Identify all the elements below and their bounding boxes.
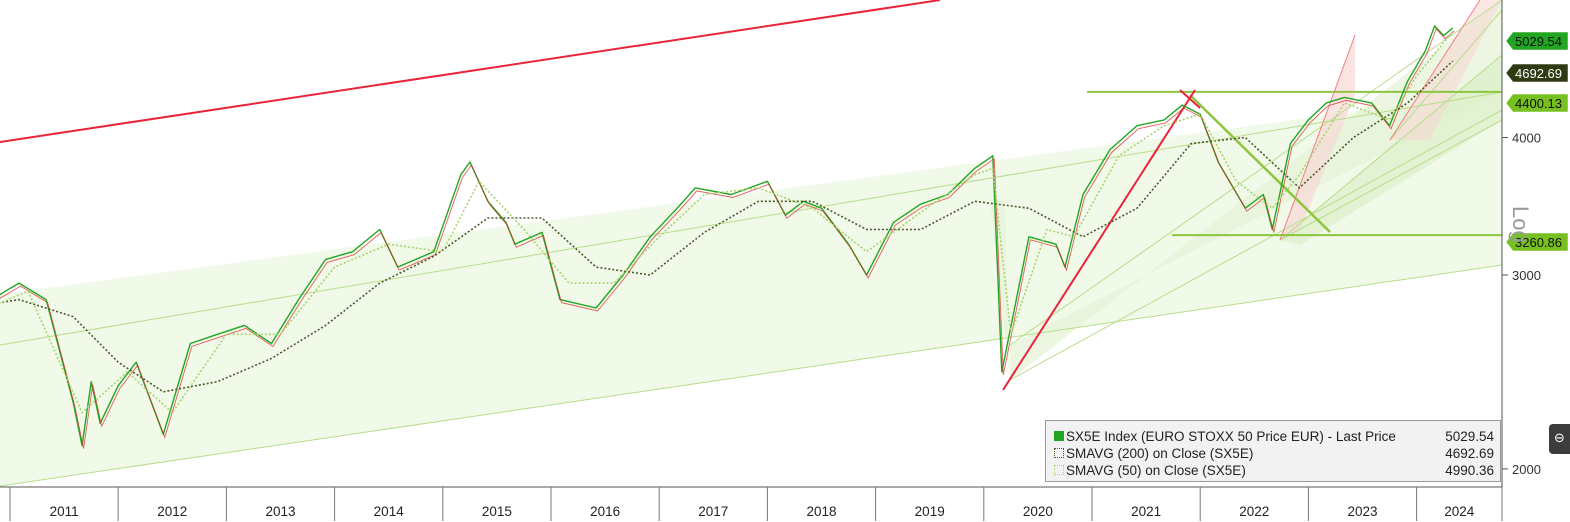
red-fan-2023 xyxy=(1390,0,1502,140)
channel-line-1 xyxy=(0,264,1503,487)
legend-row-price[interactable]: SX5E Index (EURO STOXX 50 Price EUR) - L… xyxy=(1052,428,1494,445)
legend-value-price: 5029.54 xyxy=(1445,429,1494,444)
price-tag-bg-1 xyxy=(1505,63,1569,83)
trend-channel-band-upper xyxy=(1010,0,1502,380)
x-tick-label-10: 2021 xyxy=(1131,504,1161,519)
x-tick-label-6: 2017 xyxy=(698,504,728,519)
price-tag-3: 3260.86 xyxy=(1505,232,1569,252)
price-tag-1: 4692.69 xyxy=(1505,63,1569,83)
channel-line-6 xyxy=(1389,9,1503,141)
red-fan-line-a xyxy=(1279,34,1356,241)
legend-label-smavg50: SMAVG (50) on Close (SX5E) xyxy=(1066,463,1246,478)
series-line-0 xyxy=(0,25,1454,447)
channel-line-3 xyxy=(1009,109,1503,381)
legend-swatch-smavg50 xyxy=(1054,465,1064,475)
x-tick-label-8: 2019 xyxy=(915,504,945,519)
price-tag-0: 5029.54 xyxy=(1505,31,1569,51)
x-tick-label-0: 2011 xyxy=(50,504,79,519)
legend-row-smavg50[interactable]: SMAVG (50) on Close (SX5E) 4990.36 xyxy=(1052,462,1494,479)
channel-line-0 xyxy=(0,91,1503,346)
trend-channel-band xyxy=(0,92,1502,486)
x-tick-label-2: 2013 xyxy=(265,504,295,519)
price-tag-label-0: 5029.54 xyxy=(1515,34,1562,49)
red-cross-line xyxy=(1179,89,1201,109)
y-tick-label-1: 3000 xyxy=(1512,268,1541,283)
x-tick-label-11: 2022 xyxy=(1239,504,1269,519)
collapse-panel-button[interactable]: ⊖ xyxy=(1549,424,1570,454)
red-fan-line-b xyxy=(1389,0,1481,141)
red-trend-line-2020 xyxy=(1002,89,1196,391)
price-tag-bg-0 xyxy=(1505,31,1569,51)
price-tag-label-1: 4692.69 xyxy=(1515,66,1562,81)
price-tag-label-3: 3260.86 xyxy=(1515,235,1562,250)
y-tick-label-0: 2000 xyxy=(1512,462,1541,477)
price-tag-bg-3 xyxy=(1505,232,1569,252)
x-tick-label-12: 2023 xyxy=(1347,504,1377,519)
red-trend-line-long xyxy=(0,0,941,143)
channel-line-2 xyxy=(1009,0,1503,346)
log-scale-label: Log xyxy=(1508,206,1533,243)
legend-swatch-smavg200 xyxy=(1054,448,1064,458)
legend-swatch-price xyxy=(1054,431,1064,441)
series-line-2 xyxy=(0,31,1454,414)
legend-label-smavg200: SMAVG (200) on Close (SX5E) xyxy=(1066,446,1254,461)
legend: SX5E Index (EURO STOXX 50 Price EUR) - L… xyxy=(1045,420,1501,482)
x-tick-label-3: 2014 xyxy=(374,504,405,519)
x-tick-label-13: 2024 xyxy=(1444,504,1475,519)
x-tick-label-1: 2012 xyxy=(157,504,187,519)
legend-value-smavg200: 4692.69 xyxy=(1445,446,1494,461)
y-tick-label-2: 4000 xyxy=(1512,130,1541,145)
series-line-1 xyxy=(0,60,1454,393)
legend-label-price: SX5E Index (EURO STOXX 50 Price EUR) - L… xyxy=(1066,429,1396,444)
legend-value-smavg50: 4990.36 xyxy=(1445,463,1494,478)
series-line-0-down xyxy=(0,28,1455,449)
x-tick-label-7: 2018 xyxy=(806,504,836,519)
x-tick-label-5: 2016 xyxy=(590,504,620,519)
price-tag-label-2: 4400.13 xyxy=(1515,96,1562,111)
x-tick-label-4: 2015 xyxy=(482,504,512,519)
price-tag-bg-2 xyxy=(1505,93,1569,113)
price-tag-2: 4400.13 xyxy=(1505,93,1569,113)
channel-line-4 xyxy=(1279,54,1503,241)
legend-row-smavg200[interactable]: SMAVG (200) on Close (SX5E) 4692.69 xyxy=(1052,445,1494,462)
x-tick-label-9: 2020 xyxy=(1023,504,1053,519)
downtrend-line xyxy=(1189,94,1331,233)
